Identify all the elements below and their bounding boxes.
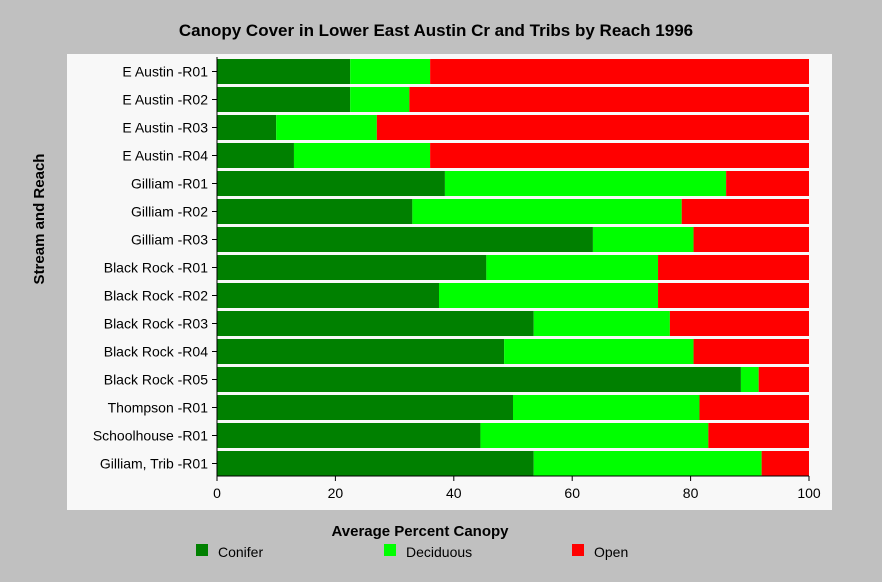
bar-conifer-thompson-r01 — [217, 395, 513, 420]
legend-label-deciduous: Deciduous — [406, 544, 472, 560]
bar-conifer-gilliam-r01 — [217, 171, 445, 196]
bar-conifer-black-rock-r02 — [217, 283, 439, 308]
legend: Conifer Deciduous Open — [196, 544, 628, 560]
bar-open-gilliam-r02 — [681, 199, 809, 224]
y-axis-label: Stream and Reach — [31, 154, 48, 285]
legend-swatch-deciduous — [384, 544, 396, 556]
bar-open-black-rock-r01 — [658, 255, 809, 280]
bar-conifer-e-austin-r01 — [217, 59, 351, 84]
x-tick-label: 20 — [328, 485, 344, 501]
bar-conifer-e-austin-r03 — [217, 115, 277, 140]
bar-conifer-e-austin-r04 — [217, 143, 294, 168]
bar-open-gilliam-trib-r01 — [761, 451, 809, 476]
bar-conifer-black-rock-r03 — [217, 311, 534, 336]
y-tick-label: Gilliam -R01 — [131, 176, 208, 192]
bar-open-e-austin-r04 — [430, 143, 809, 168]
bar-open-black-rock-r04 — [693, 339, 809, 364]
y-tick-label: Gilliam -R02 — [131, 204, 208, 220]
y-tick-label: Thompson -R01 — [108, 400, 209, 416]
bars-group — [217, 59, 809, 476]
bar-conifer-gilliam-trib-r01 — [217, 451, 534, 476]
bar-conifer-black-rock-r05 — [217, 367, 741, 392]
x-tick-label: 80 — [683, 485, 699, 501]
x-tick-label: 100 — [797, 485, 821, 501]
bar-deciduous-thompson-r01 — [513, 395, 700, 420]
chart-title: Canopy Cover in Lower East Austin Cr and… — [179, 21, 693, 40]
bar-deciduous-gilliam-r03 — [592, 227, 694, 252]
bar-deciduous-e-austin-r02 — [350, 87, 410, 112]
y-tick-labels: E Austin -R01 E Austin -R02 E Austin -R03 E… — [93, 64, 217, 472]
bar-deciduous-gilliam-r01 — [444, 171, 727, 196]
bar-open-e-austin-r03 — [376, 115, 809, 140]
bar-deciduous-black-rock-r02 — [439, 283, 659, 308]
bar-open-gilliam-r01 — [726, 171, 809, 196]
y-tick-label: E Austin -R04 — [122, 148, 208, 164]
x-axis-label: Average Percent Canopy — [331, 523, 509, 540]
bar-conifer-black-rock-r01 — [217, 255, 487, 280]
bar-deciduous-black-rock-r01 — [486, 255, 659, 280]
legend-label-conifer: Conifer — [218, 544, 263, 560]
bar-conifer-e-austin-r02 — [217, 87, 351, 112]
x-tick-labels: 0 20 40 60 80 100 — [213, 476, 821, 501]
bar-open-black-rock-r05 — [758, 367, 809, 392]
y-tick-label: Gilliam -R03 — [131, 232, 208, 248]
y-tick-label: E Austin -R02 — [122, 92, 208, 108]
bar-deciduous-black-rock-r05 — [740, 367, 759, 392]
y-tick-label: Gilliam, Trib -R01 — [100, 456, 208, 472]
bar-open-e-austin-r02 — [409, 87, 809, 112]
bar-deciduous-gilliam-trib-r01 — [533, 451, 762, 476]
bar-deciduous-black-rock-r03 — [533, 311, 670, 336]
bar-open-gilliam-r03 — [693, 227, 809, 252]
x-tick-label: 0 — [213, 485, 221, 501]
bar-deciduous-schoolhouse-r01 — [480, 423, 709, 448]
x-tick-label: 40 — [446, 485, 462, 501]
y-tick-label: E Austin -R03 — [122, 120, 208, 136]
bar-conifer-schoolhouse-r01 — [217, 423, 481, 448]
bar-conifer-black-rock-r04 — [217, 339, 505, 364]
y-tick-label: Black Rock -R02 — [104, 288, 208, 304]
bar-conifer-gilliam-r03 — [217, 227, 593, 252]
y-tick-label: E Austin -R01 — [122, 64, 208, 80]
bar-open-e-austin-r01 — [430, 59, 809, 84]
bar-deciduous-gilliam-r02 — [412, 199, 682, 224]
y-tick-label: Black Rock -R01 — [104, 260, 208, 276]
x-tick-label: 60 — [564, 485, 580, 501]
bar-open-schoolhouse-r01 — [708, 423, 809, 448]
bar-open-black-rock-r02 — [658, 283, 809, 308]
bar-deciduous-e-austin-r01 — [350, 59, 431, 84]
y-tick-label: Black Rock -R05 — [104, 372, 208, 388]
bar-conifer-gilliam-r02 — [217, 199, 413, 224]
legend-swatch-open — [572, 544, 584, 556]
y-tick-label: Black Rock -R04 — [104, 344, 208, 360]
bar-deciduous-e-austin-r04 — [293, 143, 431, 168]
bar-deciduous-black-rock-r04 — [504, 339, 694, 364]
y-tick-label: Black Rock -R03 — [104, 316, 208, 332]
bar-open-thompson-r01 — [699, 395, 809, 420]
bar-deciduous-e-austin-r03 — [276, 115, 377, 140]
legend-swatch-conifer — [196, 544, 208, 556]
legend-label-open: Open — [594, 544, 628, 560]
bar-open-black-rock-r03 — [669, 311, 809, 336]
y-tick-label: Schoolhouse -R01 — [93, 428, 208, 444]
